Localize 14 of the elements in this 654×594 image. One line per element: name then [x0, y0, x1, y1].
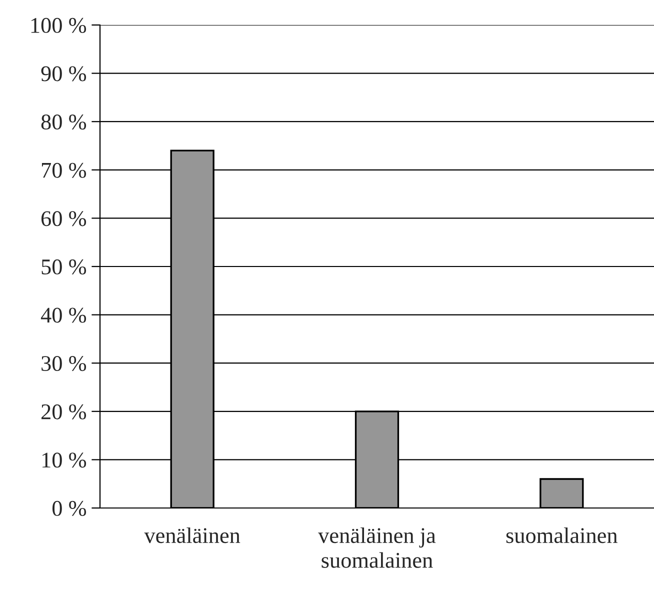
y-tick-label: 10 %: [42, 452, 86, 468]
y-tick-label: 90 %: [41, 66, 86, 82]
y-tick-label: 100 %: [31, 18, 86, 33]
y-tick-label: 20 %: [41, 404, 86, 420]
y-tick-label: 30 %: [42, 356, 86, 372]
x-tick-label: suomalainen: [506, 527, 618, 544]
y-tick-label: 40 %: [40, 308, 86, 323]
y-tick-label: 0 %: [52, 500, 86, 516]
x-tick-label: venäläinen: [144, 527, 240, 544]
y-tick-label: 60 %: [41, 211, 86, 226]
y-tick-label: 80 %: [41, 114, 86, 130]
x-tick-label: venäläinen ja suomalainen: [318, 527, 436, 568]
y-tick-label: 70 %: [42, 162, 86, 178]
y-tick-label: 50 %: [42, 259, 86, 274]
